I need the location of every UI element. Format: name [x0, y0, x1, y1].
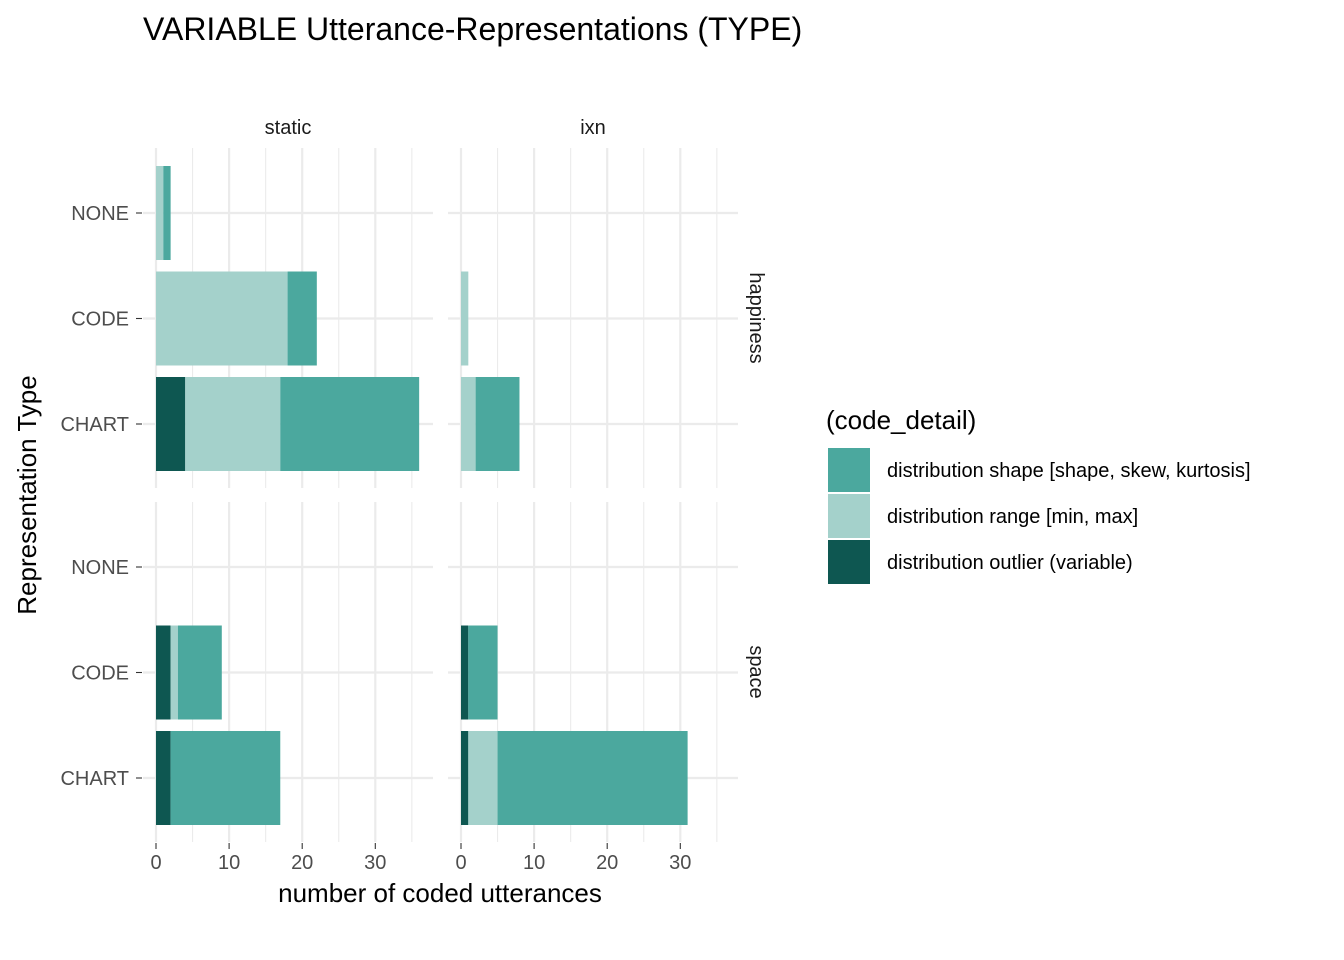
bar-space-ixn-chart-range — [468, 731, 498, 825]
legend: (code_detail) distribution shape [shape,… — [826, 405, 1251, 584]
y-tick-label-space-code: CODE — [71, 663, 129, 685]
bar-happiness-static-none-range — [156, 166, 164, 260]
facet-panels: static ixn happiness space NONE CODE CHART NONE… — [60, 117, 767, 874]
y-tick-label-happiness-code: CODE — [71, 309, 129, 331]
bar-space-static-code-range — [170, 625, 178, 720]
y-tick-label-space-chart: CHART — [60, 768, 129, 790]
x-tick-label-static-0: 0 — [150, 852, 161, 874]
x-tick-label-ixn-0: 0 — [455, 852, 466, 874]
strip-label-ixn: ixn — [580, 117, 606, 139]
legend-swatch-outlier — [828, 540, 870, 584]
bar-space-static-chart-outlier — [156, 731, 171, 825]
x-axis-title: number of coded utterances — [278, 878, 602, 908]
bar-happiness-static-chart-shape — [280, 377, 420, 471]
x-tick-label-static-30: 30 — [364, 852, 386, 874]
x-tick-label-static-20: 20 — [291, 852, 313, 874]
y-tick-label-space-none: NONE — [71, 557, 129, 579]
bars-space-static — [156, 625, 281, 825]
strip-label-space: space — [745, 645, 767, 698]
strip-label-static: static — [265, 117, 312, 139]
bar-happiness-static-none-shape — [163, 166, 171, 260]
bar-space-ixn-chart-shape — [497, 731, 688, 825]
legend-label-outlier: distribution outlier (variable) — [887, 552, 1133, 574]
bar-happiness-static-chart-outlier — [156, 377, 186, 471]
bar-space-static-chart-shape — [170, 731, 281, 825]
legend-swatch-shape — [828, 448, 870, 492]
bar-happiness-ixn-code-range — [461, 271, 469, 366]
x-tick-label-ixn-30: 30 — [669, 852, 691, 874]
bar-space-static-code-shape — [177, 625, 222, 720]
x-tick-label-ixn-10: 10 — [523, 852, 545, 874]
bar-happiness-static-code-range — [156, 271, 288, 366]
bars-happiness-ixn — [461, 271, 520, 471]
y-tick-label-happiness-chart: CHART — [60, 414, 129, 436]
bar-space-static-code-outlier — [156, 625, 171, 720]
bars-space-ixn — [461, 625, 688, 825]
bar-happiness-static-chart-range — [185, 377, 281, 471]
chart-title: VARIABLE Utterance-Representations (TYPE… — [143, 11, 802, 47]
x-tick-label-ixn-20: 20 — [596, 852, 618, 874]
legend-title: (code_detail) — [826, 405, 976, 435]
bar-space-ixn-code-outlier — [461, 625, 469, 720]
y-tick-label-happiness-none: NONE — [71, 203, 129, 225]
bar-happiness-ixn-chart-shape — [475, 377, 520, 471]
strip-label-happiness: happiness — [745, 272, 767, 363]
bars-happiness-static — [156, 166, 420, 471]
bar-space-ixn-chart-outlier — [461, 731, 469, 825]
bar-happiness-ixn-chart-range — [461, 377, 476, 471]
legend-label-range: distribution range [min, max] — [887, 506, 1138, 528]
bar-happiness-static-code-shape — [287, 271, 317, 366]
bar-space-ixn-code-shape — [468, 625, 498, 720]
y-axis-title: Representation Type — [12, 375, 42, 614]
legend-swatch-range — [828, 494, 870, 538]
x-tick-label-static-10: 10 — [218, 852, 240, 874]
legend-label-shape: distribution shape [shape, skew, kurtosi… — [887, 460, 1251, 482]
